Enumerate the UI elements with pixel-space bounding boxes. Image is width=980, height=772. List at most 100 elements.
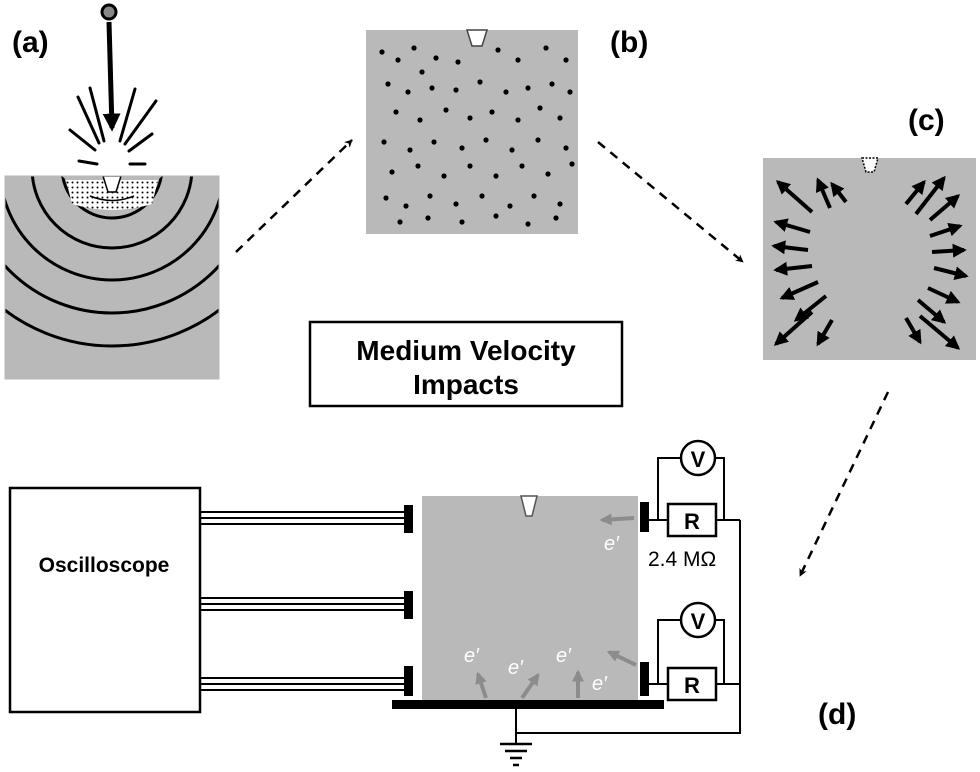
electron-label: e′ [592,673,608,695]
charged-particle [419,69,425,75]
electron-label: e′ [508,657,524,679]
oscilloscope [8,486,202,714]
charged-particle [545,171,551,177]
oscilloscope-label: Oscilloscope [39,554,170,577]
charged-particle [525,85,531,91]
crater-b [465,29,489,47]
probe-left-middle [404,591,413,619]
charged-particle [553,215,559,221]
charged-particle [479,193,485,199]
panel-a: (a) [4,3,220,380]
resistance-value: 2.4 MΩ [648,548,716,571]
crater-a [102,176,122,193]
charged-particle [453,201,459,207]
charged-particle [509,147,515,153]
charged-particle [411,45,417,51]
charged-particle [443,107,449,113]
resistor-bottom [666,666,718,702]
electron-label: e′ [604,533,620,555]
charge-migration-arrow [816,318,834,347]
charged-particles [379,45,575,227]
charged-particle [383,195,389,201]
resistor-bottom-label: R [684,673,700,698]
charged-particle [507,203,513,209]
charge-migration-arrow [929,222,963,238]
charged-particle [503,89,509,95]
charge-migration-arrow [793,294,828,322]
charged-particle [563,145,569,151]
charged-particle [515,117,521,123]
electron-label: e′ [464,645,480,667]
charged-particle [441,173,447,179]
title-line-2: Impacts [413,369,519,400]
arrow-c-to-d [798,391,890,577]
charge-migration-arrow [779,280,819,300]
charged-particle [467,163,473,169]
charged-particle [495,47,501,53]
charged-particle [477,79,483,85]
charged-particle [459,219,465,225]
probe-left-bottom [404,666,413,696]
charged-particle [557,201,563,207]
charge-migration-arrow [830,181,848,204]
charge-migration-arrow [904,179,926,206]
charged-particle [405,89,411,95]
charged-particle [429,85,435,91]
signal-cables [200,511,404,691]
charged-particle [525,221,531,227]
fragmentation-zone [66,180,158,210]
charged-particle [543,45,549,51]
charged-particle [427,193,433,199]
charge-migration-arrows [771,175,969,350]
base-plate [392,700,664,709]
panel-b-label: (b) [610,26,648,59]
title-box: Medium Velocity Impacts [308,320,624,408]
probe-right-bottom [640,662,649,696]
charged-particle [453,87,459,93]
charged-particle [489,109,495,115]
circuit-wiring [516,457,741,734]
charge-migration-arrow [775,180,814,214]
charged-particle [385,81,391,87]
charged-particle [407,147,413,153]
charged-particle [415,163,421,169]
charge-migration-arrow [773,218,811,234]
target-block-b [366,30,578,234]
panel-c: (c) [763,104,976,360]
probe-left-top [404,505,413,533]
charged-particle [567,89,573,95]
crater-d [520,495,538,517]
voltmeter-bottom [679,601,717,639]
panel-d-label: (d) [818,698,856,731]
charged-particle [531,193,537,199]
charge-migration-arrow [771,240,809,255]
charge-migration-arrow [904,316,922,345]
charged-particle [393,109,399,115]
charged-particle [569,161,575,167]
charged-particle [397,219,403,225]
voltmeter-top-label: V [691,447,706,472]
charged-particle [493,213,499,219]
charged-particle [431,139,437,145]
projectile [100,3,118,21]
charge-migration-arrow [931,243,967,258]
charged-particle [483,137,489,143]
title-line-1: Medium Velocity [356,335,576,366]
arrow-a-to-b [235,139,353,253]
charged-particle [493,173,499,179]
charged-particle [433,55,439,61]
charged-particle [537,105,543,111]
charged-particle [395,57,401,63]
resistor-top [666,502,718,538]
charge-migration-arrow [916,298,947,324]
charged-particle [425,215,431,221]
probe-right-top [640,502,649,532]
charge-migration-arrow [933,266,969,281]
charge-migration-arrow [928,194,961,222]
charged-particle [557,115,563,121]
electron-emission-arrows [475,513,637,700]
voltmeter-bottom-label: V [691,609,706,634]
charged-particle [549,81,555,87]
charged-particle [515,57,521,63]
